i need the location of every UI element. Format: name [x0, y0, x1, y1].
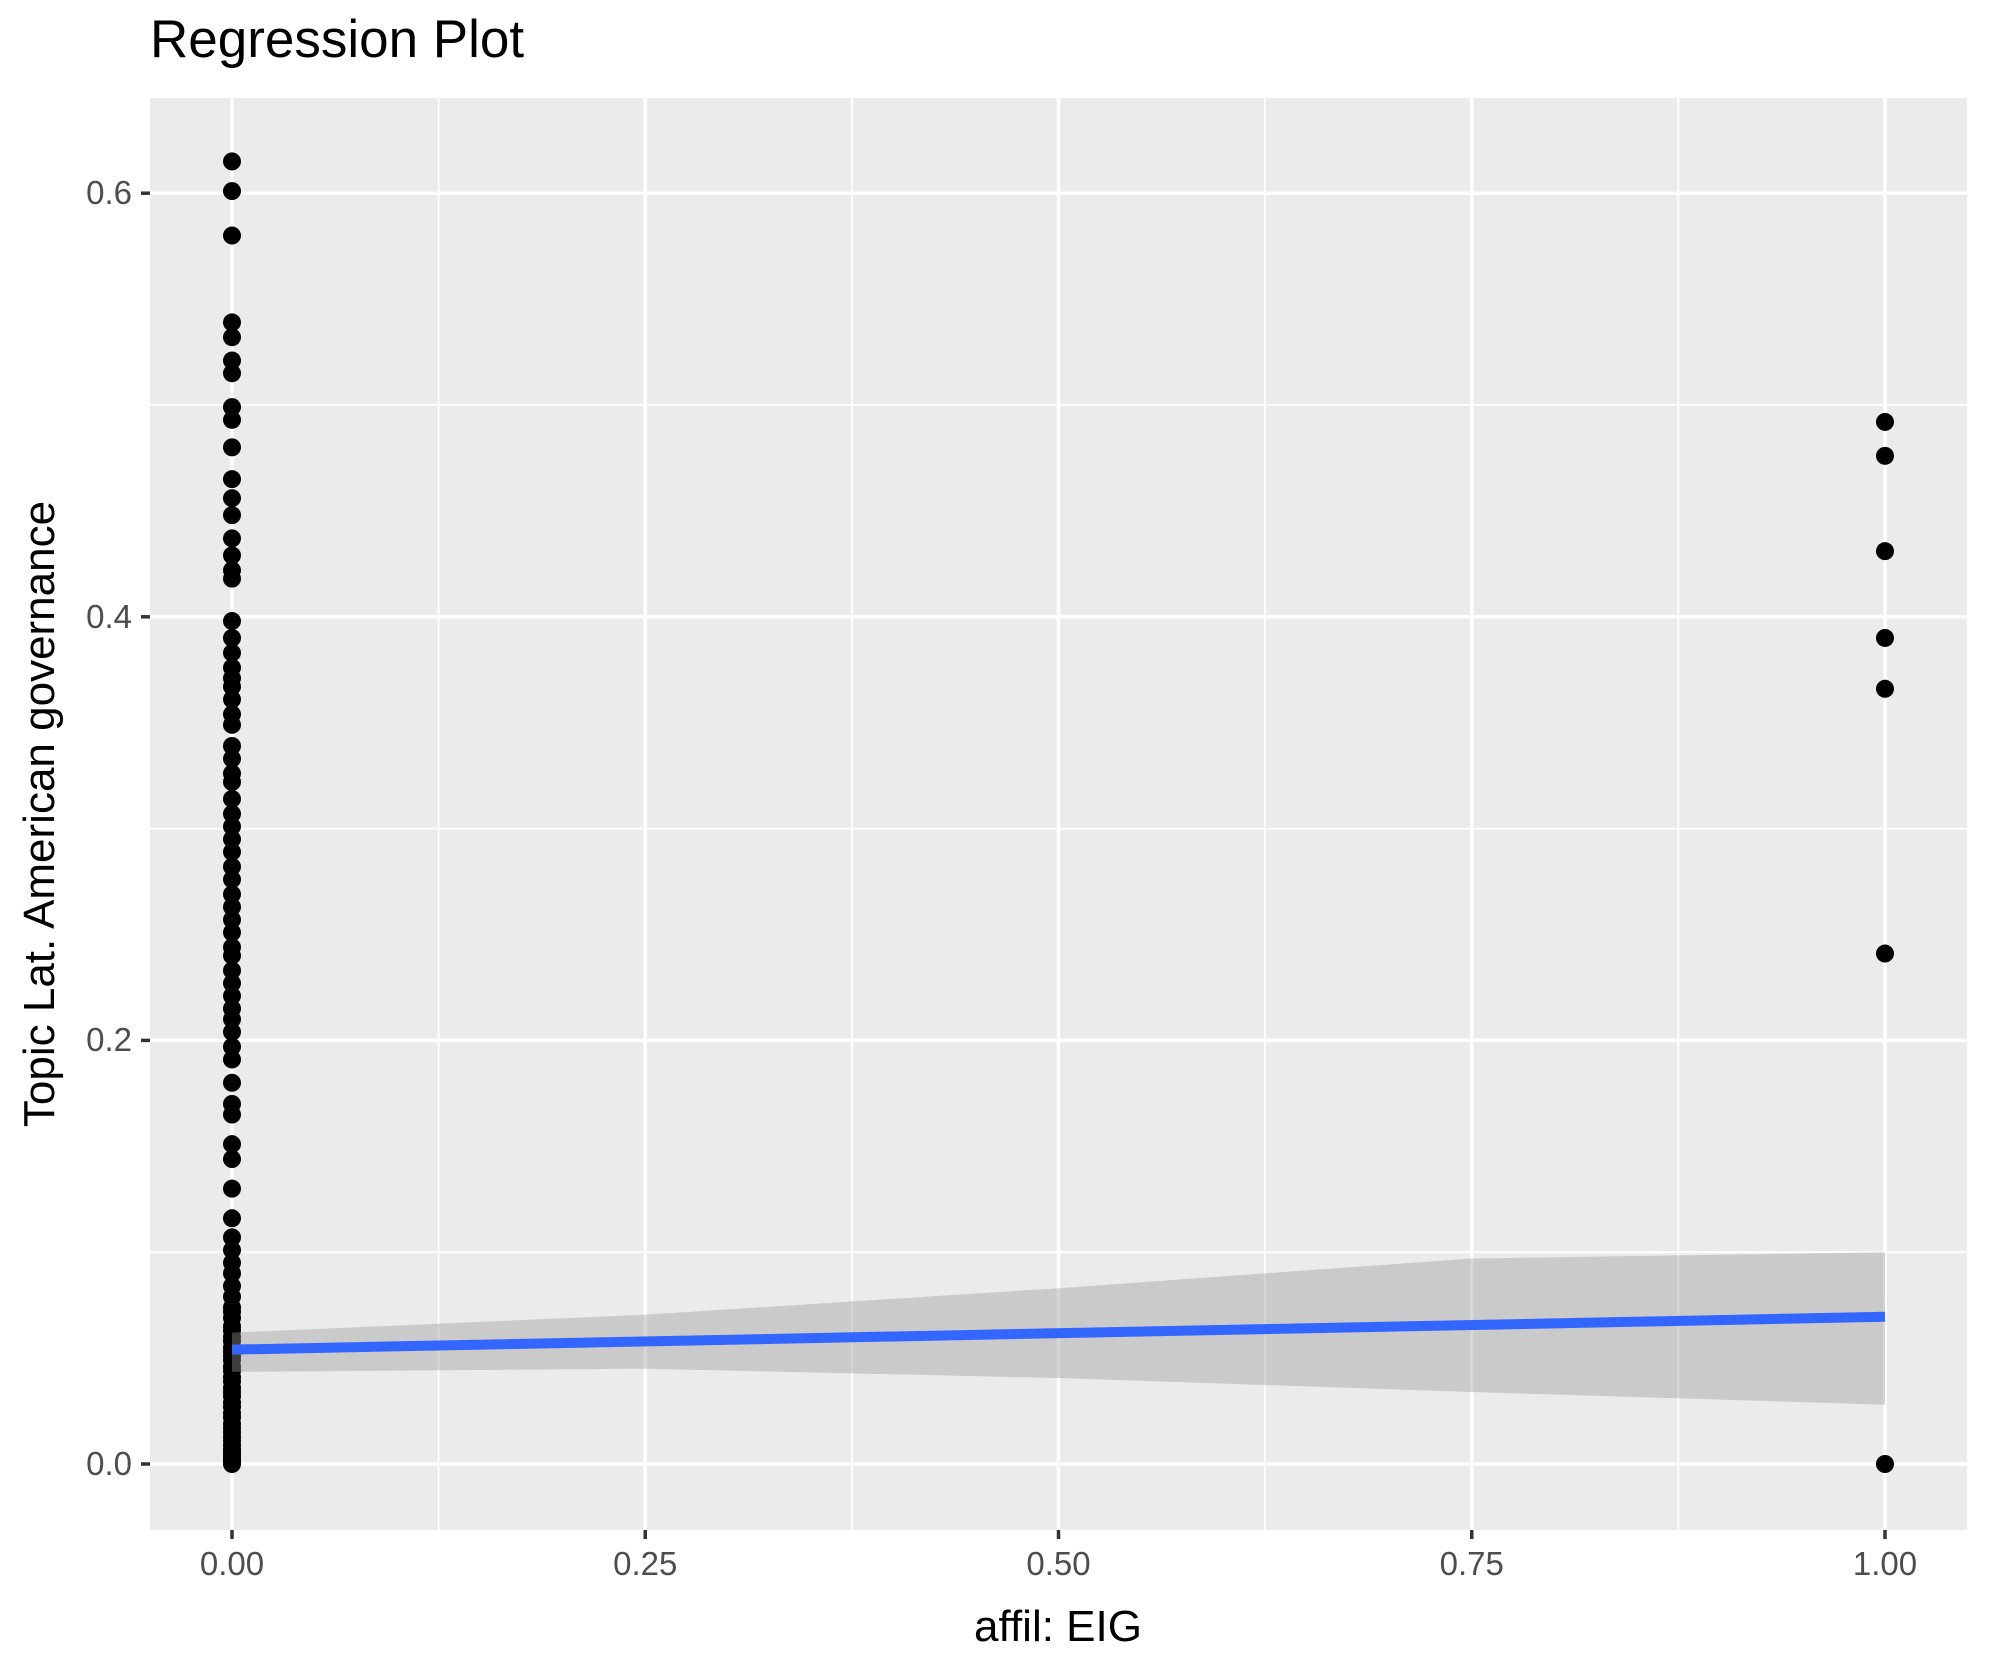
scatter-point — [223, 986, 241, 1005]
scatter-point — [223, 789, 241, 808]
scatter-point — [223, 1264, 241, 1283]
scatter-point — [223, 351, 241, 370]
scatter-point — [223, 1022, 241, 1041]
scatter-point — [223, 910, 241, 929]
scatter-point — [1876, 628, 1894, 647]
scatter-point — [223, 1010, 241, 1029]
scatter-point — [223, 1150, 241, 1169]
scatter-point — [223, 398, 241, 417]
chart-title: Regression Plot — [150, 10, 525, 69]
scatter-point — [1876, 944, 1894, 963]
scatter-point — [223, 1037, 241, 1056]
scatter-point — [223, 506, 241, 525]
scatter-point — [1876, 679, 1894, 698]
scatter-point — [223, 489, 241, 508]
scatter-point — [1876, 1455, 1894, 1473]
scatter-point — [223, 830, 241, 849]
x-tick-label: 0.50 — [1026, 1545, 1091, 1582]
scatter-point — [223, 152, 241, 171]
scatter-point — [223, 736, 241, 755]
scatter-point — [223, 328, 241, 347]
scatter-point — [223, 1105, 241, 1124]
scatter-point — [1876, 412, 1894, 431]
y-axis-title: Topic Lat. American governance — [15, 500, 64, 1128]
y-tick-label: 0.2 — [86, 1021, 132, 1059]
scatter-point — [1876, 446, 1894, 465]
scatter-point — [223, 923, 241, 942]
scatter-point — [223, 546, 241, 565]
scatter-point — [223, 1455, 241, 1473]
scatter-point — [223, 569, 241, 588]
scatter-point — [223, 612, 241, 631]
x-tick-label: 1.00 — [1852, 1545, 1918, 1582]
scatter-point — [223, 677, 241, 696]
scatter-point — [223, 897, 241, 916]
scatter-point — [223, 749, 241, 768]
scatter-point — [1876, 542, 1894, 561]
scatter-point — [223, 470, 241, 489]
scatter-point — [223, 842, 241, 861]
scatter-point — [223, 313, 241, 332]
scatter-point — [223, 817, 241, 836]
y-tick-label: 0.0 — [86, 1445, 132, 1482]
scatter-point — [223, 773, 241, 792]
scatter-point — [223, 1209, 241, 1228]
scatter-point — [223, 857, 241, 876]
scatter-point — [223, 1179, 241, 1198]
scatter-point — [223, 974, 241, 993]
scatter-point — [223, 870, 241, 889]
scatter-point — [223, 529, 241, 548]
scatter-point — [223, 690, 241, 709]
x-tick-label: 0.75 — [1439, 1545, 1504, 1582]
scatter-point — [223, 1135, 241, 1154]
regression-line — [231, 1311, 1886, 1355]
scatter-point — [223, 410, 241, 429]
x-tick-label: 0.25 — [613, 1545, 678, 1582]
scatter-point — [223, 182, 241, 201]
scatter-point — [223, 628, 241, 647]
scatter-point — [223, 364, 241, 383]
scatter-point — [223, 1050, 241, 1069]
scatter-point — [223, 643, 241, 662]
scatter-point — [223, 1073, 241, 1092]
x-axis-title: affil: EIG — [974, 1602, 1142, 1651]
scatter-point — [223, 715, 241, 734]
scatter-point — [223, 438, 241, 457]
scatter-point — [223, 1241, 241, 1260]
x-tick-label: 0.00 — [199, 1545, 265, 1582]
scatter-point — [223, 804, 241, 823]
scatter-point — [223, 226, 241, 245]
scatter-point — [223, 885, 241, 904]
scatter-point — [223, 1228, 241, 1247]
scatter-point — [223, 961, 241, 980]
y-tick-label: 0.6 — [86, 174, 132, 212]
scatter-point — [223, 946, 241, 965]
y-tick-label: 0.4 — [86, 597, 132, 635]
